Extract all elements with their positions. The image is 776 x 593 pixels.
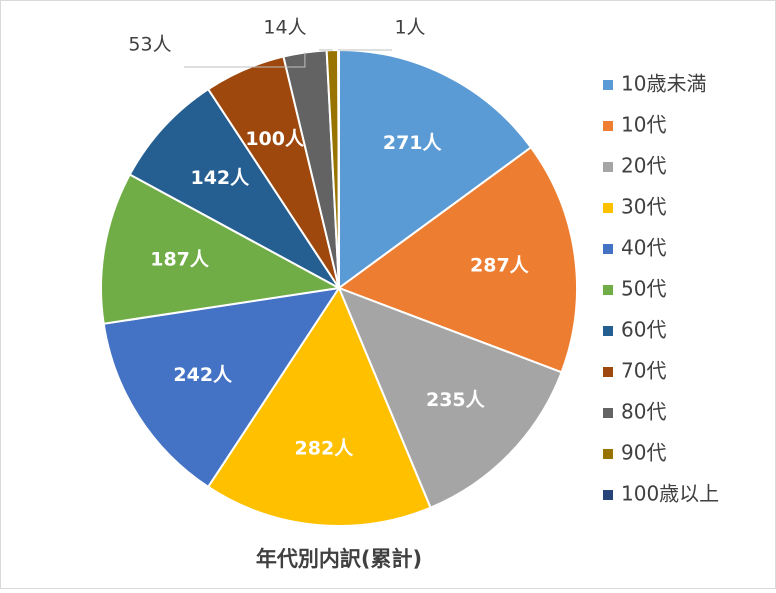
data-label: 187人 [150, 249, 210, 271]
legend-label: 60代 [621, 318, 666, 342]
chart-title: 年代別内訳(累計) [256, 547, 422, 571]
legend-swatch [603, 203, 613, 213]
legend-label: 40代 [621, 236, 666, 260]
legend-label: 70代 [621, 359, 666, 383]
data-label: 235人 [426, 389, 486, 411]
legend-swatch [603, 449, 613, 459]
data-label: 1人 [394, 17, 425, 39]
legend-label: 50代 [621, 277, 666, 301]
data-label: 287人 [470, 255, 530, 277]
data-label: 271人 [383, 132, 443, 154]
legend-label: 10歳未満 [621, 72, 706, 96]
legend-swatch [603, 80, 613, 90]
data-label: 282人 [295, 438, 355, 460]
legend-swatch [603, 326, 613, 336]
data-label: 53人 [128, 34, 171, 56]
data-label: 14人 [263, 17, 306, 39]
legend-swatch [603, 162, 613, 172]
legend-label: 90代 [621, 441, 666, 465]
legend-swatch [603, 285, 613, 295]
pie-slice [338, 50, 339, 288]
data-label: 242人 [173, 364, 233, 386]
legend-swatch [603, 408, 613, 418]
legend-swatch [603, 367, 613, 377]
legend-swatch [603, 121, 613, 131]
legend-label: 10代 [621, 113, 666, 137]
legend-label: 30代 [621, 195, 666, 219]
data-label: 100人 [245, 128, 305, 150]
legend-swatch [603, 244, 613, 254]
legend-swatch [603, 490, 613, 500]
legend-label: 100歳以上 [621, 482, 719, 506]
legend-label: 80代 [621, 400, 666, 424]
data-label: 142人 [190, 167, 250, 189]
legend-label: 20代 [621, 154, 666, 178]
